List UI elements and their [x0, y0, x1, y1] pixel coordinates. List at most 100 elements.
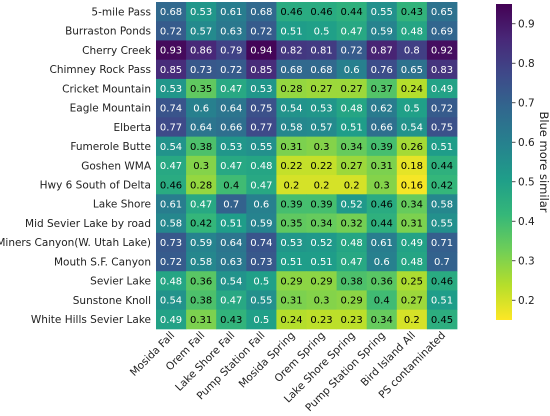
heatmap-cell-mouth-s-f-canyon-lake-shore-fall — [216, 251, 247, 272]
heatmap-cell-white-hills-sevier-lake-bird-island-all — [396, 309, 428, 330]
cell-value-label: 0.57 — [310, 123, 332, 134]
heatmap-cell-lake-shore-orem-spring — [306, 194, 337, 214]
heatmap-cell-miners-canyon-w-utah-lake-pump-station-spring — [366, 232, 398, 253]
cell-value-label: 0.23 — [341, 315, 363, 326]
heatmap-cell-cherry-creek-pump-station-spring — [366, 40, 398, 61]
heatmap-cell-cricket-mountain-lake-shore-spring — [336, 78, 368, 99]
heatmap-cell-miners-canyon-w-utah-lake-orem-spring — [306, 232, 337, 253]
heatmap-cell-goshen-wma-mosida-spring — [276, 155, 307, 176]
heatmap-cell-mid-sevier-lake-by-road-bird-island-all — [396, 213, 428, 234]
cell-value-label: 0.2 — [404, 315, 420, 326]
cell-value-label: 0.47 — [220, 84, 242, 95]
heatmap-cell-white-hills-sevier-lake-pump-station-fall — [246, 309, 277, 330]
cell-value-label: 0.3 — [314, 296, 330, 307]
cell-value-label: 0.65 — [401, 65, 423, 76]
heatmap-cell-cricket-mountain-pump-station-spring — [366, 78, 398, 99]
cell-value-label: 0.93 — [160, 46, 182, 57]
cell-value-label: 0.73 — [250, 257, 272, 268]
row-labels: 5-mile Pass Burraston Ponds Cherry Creek Ch… — [0, 6, 152, 326]
heatmap-cell-mouth-s-f-canyon-pump-station-fall — [246, 251, 277, 272]
cell-value-label: 0.75 — [431, 123, 453, 134]
cell-value-label: 0.29 — [341, 296, 363, 307]
cell-value-label: 0.31 — [401, 219, 423, 230]
cell-value-label: 0.47 — [160, 161, 182, 172]
cell-value-label: 0.54 — [160, 296, 182, 307]
heatmap-cell-cherry-creek-bird-island-all — [396, 40, 428, 61]
cell-value-label: 0.45 — [431, 315, 453, 326]
heatmap-cell-5-mile-pass-lake-shore-fall — [216, 2, 247, 22]
heatmap-cell-white-hills-sevier-lake-mosida-fall — [156, 309, 187, 330]
cell-value-label: 0.31 — [280, 142, 302, 153]
cell-value-label: 0.72 — [160, 257, 182, 268]
heatmap-cell-cherry-creek-orem-fall — [186, 40, 217, 61]
heatmap-cell-mid-sevier-lake-by-road-pump-station-fall — [246, 213, 277, 234]
heatmap-cell-eagle-mountain-ps-contaminated — [426, 98, 458, 118]
heatmap-cell-elberta-bird-island-all — [396, 117, 428, 138]
cell-value-label: 0.4 — [374, 296, 390, 307]
cell-value-label: 0.3 — [193, 161, 209, 172]
heatmap-cell-eagle-mountain-pump-station-spring — [366, 98, 398, 118]
cell-value-label: 0.44 — [371, 219, 393, 230]
heatmap-cell-miners-canyon-w-utah-lake-ps-contaminated — [426, 232, 458, 253]
cell-value-label: 0.34 — [341, 142, 363, 153]
heatmap-cell-miners-canyon-w-utah-lake-bird-island-all — [396, 232, 428, 253]
cell-value-label: 0.51 — [280, 26, 302, 37]
heatmap-cell-burraston-ponds-lake-shore-spring — [336, 21, 368, 41]
heatmap-cell-lake-shore-mosida-fall — [156, 194, 187, 214]
cell-value-label: 0.7 — [223, 200, 239, 211]
heatmap-cell-miners-canyon-w-utah-lake-mosida-spring — [276, 232, 307, 253]
cell-value-label: 0.92 — [431, 46, 453, 57]
heatmap-cell-5-mile-pass-orem-fall — [186, 2, 217, 22]
heatmap-cell-fumerole-butte-bird-island-all — [396, 136, 428, 157]
cell-value-label: 0.46 — [431, 276, 453, 287]
heatmap-cell-cricket-mountain-mosida-spring — [276, 78, 307, 99]
heatmap-cell-chimney-rock-pass-mosida-fall — [156, 59, 187, 80]
heatmap-cell-miners-canyon-w-utah-lake-mosida-fall — [156, 232, 187, 253]
heatmap-cell-mouth-s-f-canyon-orem-fall — [186, 251, 217, 272]
cell-value-label: 0.46 — [280, 7, 302, 18]
cell-value-label: 0.48 — [401, 257, 423, 268]
heatmap-cell-fumerole-butte-orem-fall — [186, 136, 217, 157]
heatmap-cell-chimney-rock-pass-lake-shore-fall — [216, 59, 247, 80]
cell-value-label: 0.35 — [280, 219, 302, 230]
cell-value-label: 0.6 — [193, 103, 209, 114]
cell-value-label: 0.48 — [401, 26, 423, 37]
cell-value-label: 0.66 — [220, 123, 242, 134]
cell-value-label: 0.38 — [190, 142, 212, 153]
heatmap-cell-white-hills-sevier-lake-orem-spring — [306, 309, 337, 330]
cell-value-label: 0.53 — [160, 84, 182, 95]
cell-value-label: 0.72 — [431, 103, 453, 114]
heatmap-cell-cherry-creek-lake-shore-fall — [216, 40, 247, 61]
heatmap-cell-fumerole-butte-pump-station-fall — [246, 136, 277, 157]
colorbar-tick-label: 0.8 — [518, 58, 535, 70]
cell-value-label: 0.46 — [310, 7, 332, 18]
cell-value-label: 0.6 — [374, 257, 390, 268]
cell-value-label: 0.39 — [310, 200, 332, 211]
row-label-lake-shore: Lake Shore — [93, 199, 151, 211]
heatmap-cell-cricket-mountain-orem-fall — [186, 78, 217, 99]
heatmap-cell-mid-sevier-lake-by-road-mosida-spring — [276, 213, 307, 234]
heatmap-cell-lake-shore-pump-station-fall — [246, 194, 277, 214]
heatmap-cell-lake-shore-lake-shore-fall — [216, 194, 247, 214]
heatmap-cell-mid-sevier-lake-by-road-orem-spring — [306, 213, 337, 234]
cell-value-label: 0.77 — [250, 123, 272, 134]
row-label-mid-sevier-lake-by-road: Mid Sevier Lake by road — [25, 218, 151, 230]
cell-value-label: 0.22 — [310, 161, 332, 172]
colorbar-tick-label: 0.9 — [518, 19, 535, 31]
cell-value-label: 0.6 — [344, 65, 360, 76]
cell-value-label: 0.39 — [371, 142, 393, 153]
heatmap-cell-white-hills-sevier-lake-lake-shore-spring — [336, 309, 368, 330]
heatmap-cell-cricket-mountain-bird-island-all — [396, 78, 428, 99]
heatmap-cell-5-mile-pass-pump-station-spring — [366, 2, 398, 22]
heatmap-cell-eagle-mountain-bird-island-all — [396, 98, 428, 118]
cell-value-label: 0.3 — [314, 142, 330, 153]
cell-value-label: 0.59 — [250, 219, 272, 230]
cell-value-label: 0.74 — [250, 238, 272, 249]
heatmap-cell-miners-canyon-w-utah-lake-pump-station-fall — [246, 232, 277, 253]
heatmap-cell-cricket-mountain-mosida-fall — [156, 78, 187, 99]
heatmap-cell-sevier-lake-pump-station-fall — [246, 271, 277, 291]
cell-value-label: 0.58 — [280, 123, 302, 134]
cell-value-label: 0.48 — [341, 238, 363, 249]
cell-value-label: 0.54 — [401, 123, 423, 134]
heatmap-cell-burraston-ponds-ps-contaminated — [426, 21, 458, 41]
